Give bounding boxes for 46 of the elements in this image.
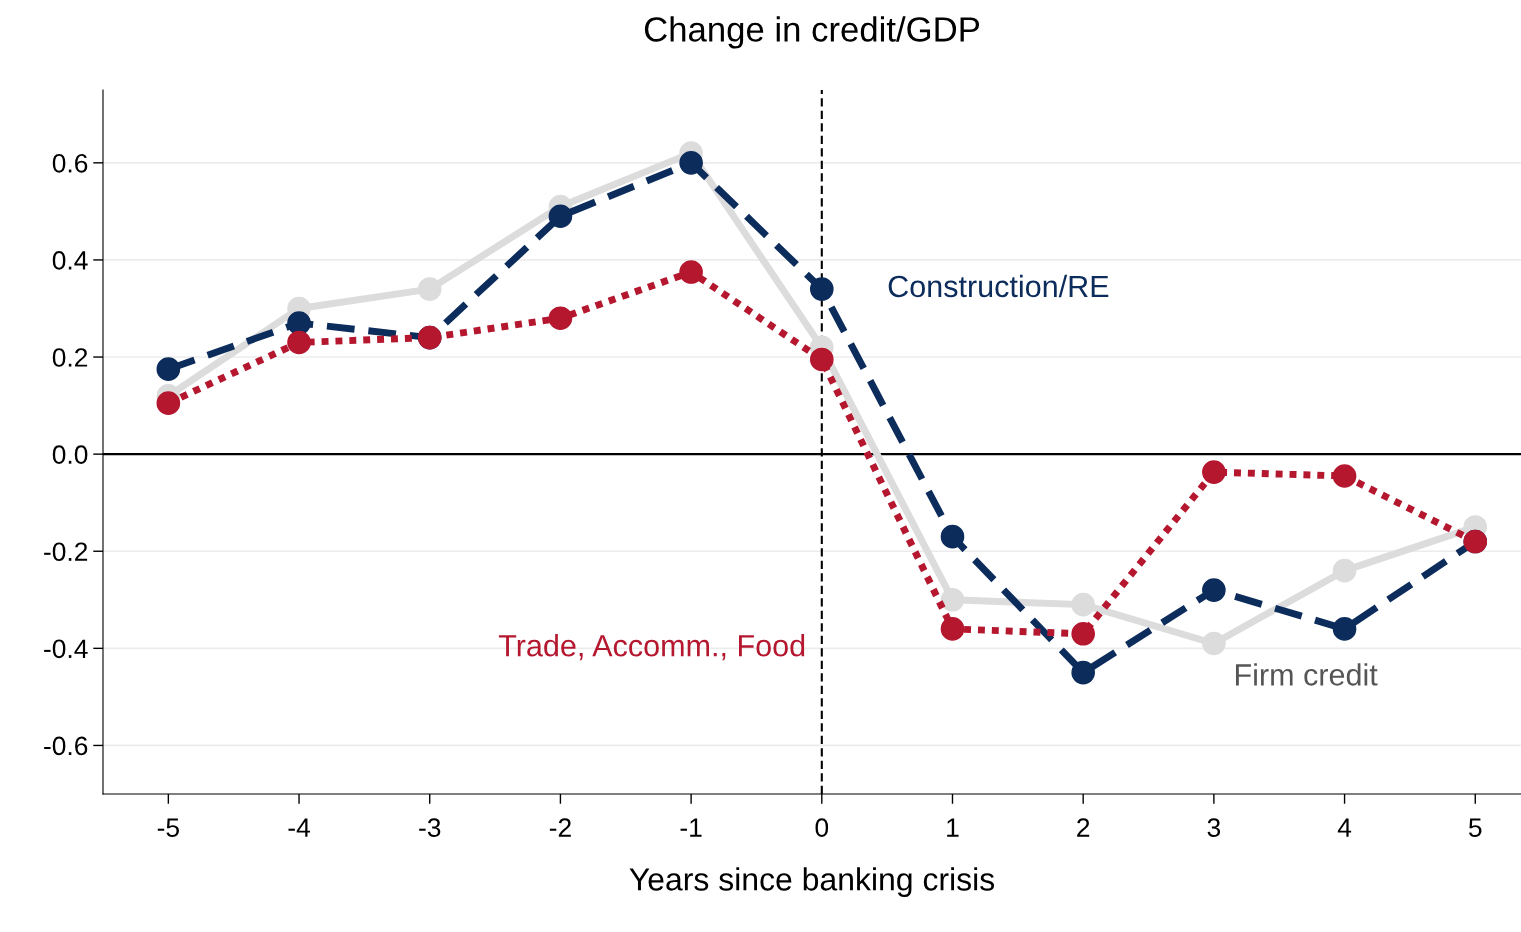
point xyxy=(940,587,965,612)
point xyxy=(1202,631,1226,656)
y-tick-label: 0.4 xyxy=(52,251,88,270)
point xyxy=(1202,460,1226,484)
point xyxy=(548,306,573,330)
y-tick-label: 0.6 xyxy=(52,153,88,173)
point xyxy=(1332,464,1357,488)
point xyxy=(1071,621,1095,646)
y-tick-label: 0.2 xyxy=(52,348,88,367)
y-tick-label: -0.6 xyxy=(44,736,88,756)
x-tick-label: -1 xyxy=(680,818,702,837)
chart-title: Change in credit/GDP xyxy=(644,16,980,49)
point xyxy=(156,391,181,415)
x-tick-label: -3 xyxy=(419,818,441,837)
point xyxy=(940,524,965,549)
point xyxy=(1202,578,1226,602)
x-tick-label: 3 xyxy=(1207,818,1221,837)
point xyxy=(287,311,311,335)
x-axis-title: Years since banking crisis xyxy=(629,867,995,897)
point xyxy=(1071,660,1095,685)
y-tick-label: -0.4 xyxy=(44,639,88,659)
y-tick-label: 0.0 xyxy=(52,445,88,464)
x-tick-label: 5 xyxy=(1468,818,1482,837)
x-tick-label: 4 xyxy=(1337,818,1352,837)
point xyxy=(1071,592,1095,617)
point xyxy=(287,330,311,355)
point xyxy=(417,277,442,301)
point xyxy=(809,277,834,301)
x-tick-label: 0 xyxy=(815,818,829,837)
x-tick-label: -5 xyxy=(157,818,179,837)
point xyxy=(548,204,573,229)
point xyxy=(1332,617,1357,641)
point xyxy=(1332,558,1357,583)
series-label: Construction/RE xyxy=(888,274,1109,298)
text: Trade, Accomm., Food xyxy=(498,634,805,661)
point xyxy=(679,151,703,175)
x-tick-label: -2 xyxy=(549,818,571,837)
y-tick-label: -0.2 xyxy=(44,542,88,562)
point xyxy=(809,347,834,372)
x-tick-label: -4 xyxy=(288,818,310,837)
x-tick-label: 2 xyxy=(1077,818,1090,837)
point xyxy=(940,617,965,641)
point xyxy=(679,260,703,284)
series-label: Firm credit xyxy=(1235,663,1378,686)
x-tick-label: 1 xyxy=(947,818,959,837)
point xyxy=(156,357,181,381)
